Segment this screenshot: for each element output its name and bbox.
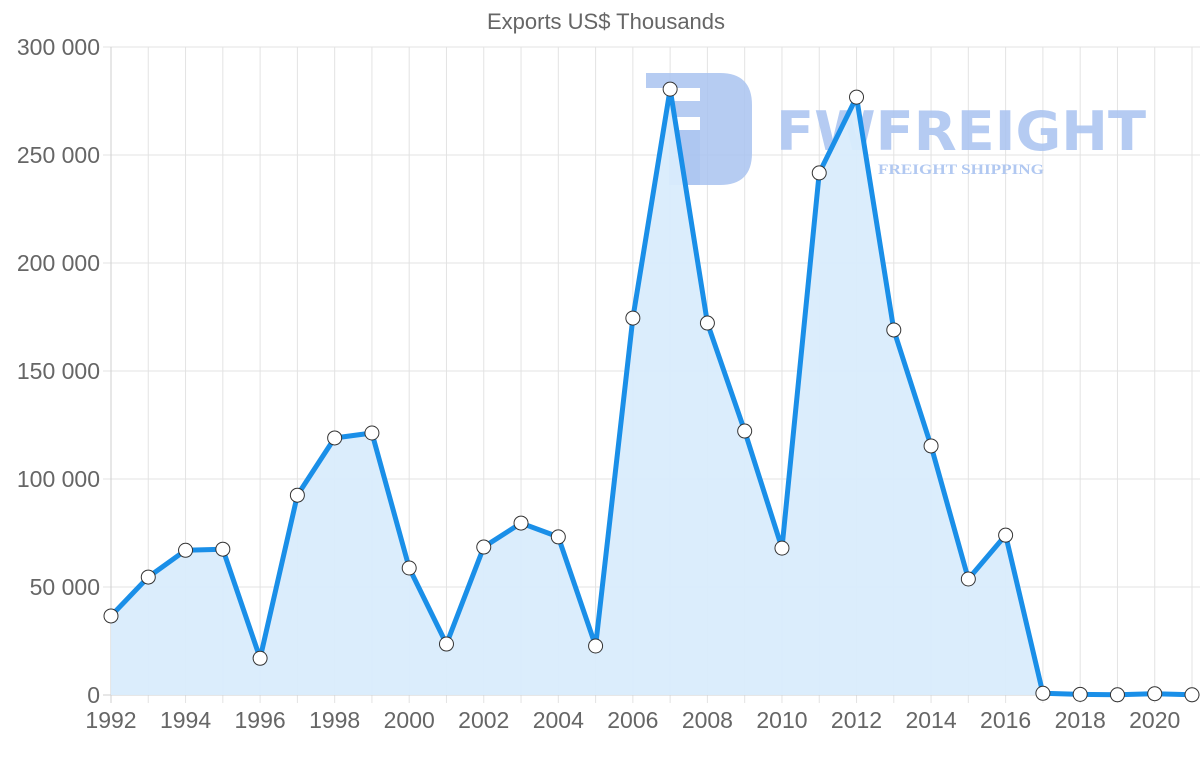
x-tick-label: 2020 — [1129, 707, 1180, 733]
data-point[interactable]: 2009: 122200 — [737, 423, 753, 439]
y-tick-label: 200 000 — [17, 250, 100, 276]
y-tick-label: 100 000 — [17, 466, 100, 492]
data-point[interactable]: 2013: 169000 — [886, 322, 902, 338]
data-point[interactable]: 1994: 67000 — [178, 542, 194, 558]
x-axis: 1992 1994 1996 1998 2000 2002 2004 2006 2008 2010… — [85, 707, 1180, 733]
chart-title: Exports US$ Thousands — [487, 9, 725, 34]
x-tick-label: 2008 — [682, 707, 733, 733]
x-tick-label: 1992 — [85, 707, 136, 733]
data-point[interactable]: 2021: 100 — [1184, 687, 1200, 703]
data-point[interactable]: 1998: 119000 — [327, 430, 343, 446]
data-point[interactable]: 2018: 300 — [1072, 686, 1088, 702]
data-point[interactable]: 1993: 54600 — [140, 569, 156, 585]
watermark-tagline: FREIGHT SHIPPING — [878, 162, 1044, 178]
data-point[interactable]: 2006: 174500 — [625, 310, 641, 326]
area-fill-path — [111, 89, 1192, 696]
data-point[interactable]: 2015: 53700 — [960, 571, 976, 587]
data-point[interactable]: 2008: 172200 — [699, 315, 715, 331]
x-tick-label: 2016 — [980, 707, 1031, 733]
x-tick-label: 2002 — [458, 707, 509, 733]
area-fill — [111, 89, 1192, 696]
series-line — [108, 86, 1195, 698]
y-tick-label: 50 000 — [30, 574, 100, 600]
data-point[interactable]: 1995: 67500 — [215, 541, 231, 557]
y-tick-label: 250 000 — [17, 142, 100, 168]
data-points: 1992: 36600 1993: 54600 1994: 67000 1995: 6… — [103, 81, 1200, 703]
data-point[interactable]: 2016: 74000 — [998, 527, 1014, 543]
x-tick-label: 2014 — [905, 707, 956, 733]
data-point[interactable]: 2020: 600 — [1147, 686, 1163, 702]
data-point[interactable]: 2014: 115300 — [923, 438, 939, 454]
data-point[interactable]: 1996: 17000 — [252, 650, 268, 666]
x-tick-label: 1998 — [309, 707, 360, 733]
y-tick-label: 300 000 — [17, 34, 100, 60]
data-point[interactable]: 2001: 23600 — [438, 636, 454, 652]
x-tick-label: 2006 — [607, 707, 658, 733]
data-point[interactable]: 2004: 73200 — [550, 529, 566, 545]
y-axis: 0 50 000 100 000 150 000 200 000 250 000 300 0… — [17, 34, 100, 708]
data-point[interactable]: 2011: 241700 — [811, 165, 827, 181]
x-tick-label: 1994 — [160, 707, 211, 733]
watermark: FWFREIGHT FREIGHT SHIPPING — [646, 73, 1146, 185]
data-point[interactable]: 1997: 92500 — [289, 487, 305, 503]
data-point[interactable]: 2005: 22700 — [588, 638, 604, 654]
x-tick-label: 2012 — [831, 707, 882, 733]
data-point[interactable]: 1992: 36600 — [103, 608, 119, 624]
data-point[interactable]: 2002: 68500 — [476, 539, 492, 555]
x-tick-label: 2010 — [756, 707, 807, 733]
data-point[interactable]: 2003: 79600 — [513, 515, 529, 531]
data-point[interactable]: 2019: 100 — [1109, 687, 1125, 703]
data-point[interactable]: 2000: 58800 — [401, 560, 417, 576]
data-point[interactable]: 2017: 800 — [1035, 685, 1051, 701]
y-tick-label: 150 000 — [17, 358, 100, 384]
x-tick-label: 2004 — [533, 707, 584, 733]
y-tick-label: 0 — [87, 682, 100, 708]
x-tick-label: 2000 — [384, 707, 435, 733]
x-tick-label: 1996 — [235, 707, 286, 733]
data-point[interactable]: 2012: 276800 — [849, 89, 865, 105]
data-point[interactable]: 1999: 121300 — [364, 425, 380, 441]
data-line — [108, 86, 1195, 698]
data-point[interactable]: 2007: 280500 — [662, 81, 678, 97]
x-tick-label: 2018 — [1055, 707, 1106, 733]
data-point[interactable]: 2010: 68000 — [774, 540, 790, 556]
